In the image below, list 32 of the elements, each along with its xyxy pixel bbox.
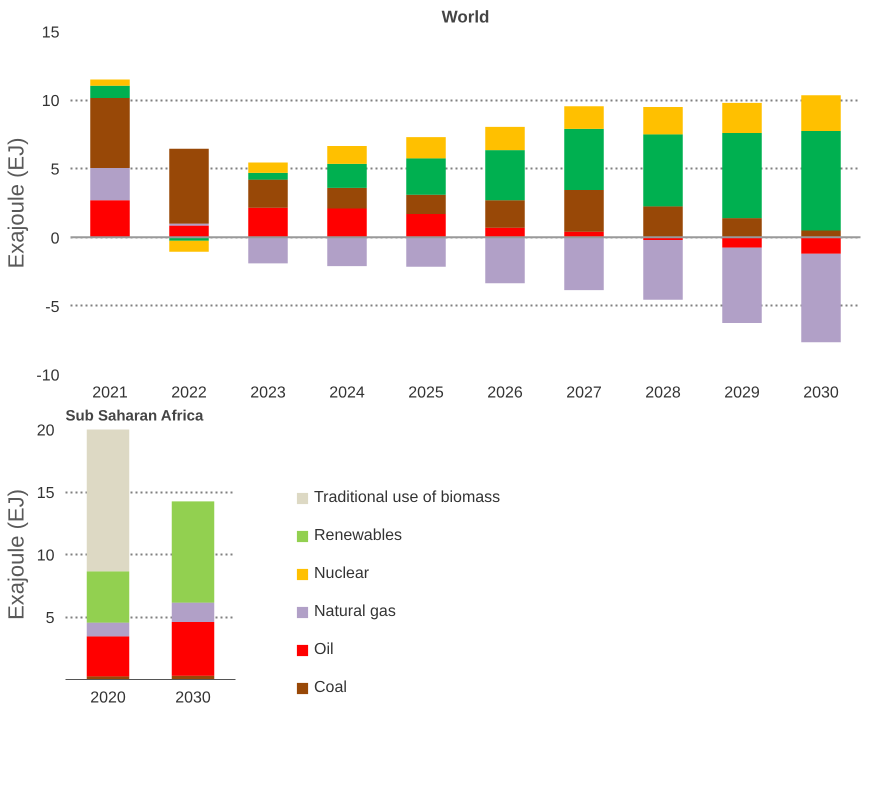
x-tick-label: 2020 [90,690,126,706]
legend-label: Nuclear [314,565,370,583]
legend-label: Oil [314,641,334,659]
legend-label: Traditional use of biomass [314,489,500,507]
y-tick-label: 20 [36,422,55,440]
x-tick-label: 2022 [171,384,207,402]
x-tick-label: 2021 [92,384,128,402]
y-tick-label: 0 [50,230,60,248]
y-tick-label: 5 [50,162,60,179]
y-tick-label: 15 [36,485,55,502]
y-tick-label: 5 [46,610,55,627]
x-tick-label: 2024 [329,384,365,402]
x-tick-label: 2029 [724,384,760,402]
y-tick-label: 10 [42,93,60,110]
y-tick-label: 15 [42,24,60,42]
x-tick-label: 2026 [487,384,523,402]
x-tick-label: 2028 [645,384,681,402]
x-tick-label: 2025 [408,384,444,402]
legend-label: Coal [314,679,347,697]
y-axis-title: Exajoule (EJ) [3,138,28,268]
legend-label: Renewables [314,527,402,545]
x-tick-label: 2023 [250,384,286,402]
chart-title: World [442,8,490,26]
y-tick-label: 10 [36,548,55,564]
y-axis-title: Exajoule (EJ) [4,489,29,620]
x-tick-label: 2027 [566,384,602,402]
x-tick-label: 2030 [803,384,839,402]
y-tick-label: -5 [45,298,60,316]
x-tick-label: 2030 [175,690,211,706]
y-tick-label: -10 [36,368,60,384]
chart-title: Sub Saharan Africa [66,408,204,424]
legend-label: Natural gas [314,603,396,621]
